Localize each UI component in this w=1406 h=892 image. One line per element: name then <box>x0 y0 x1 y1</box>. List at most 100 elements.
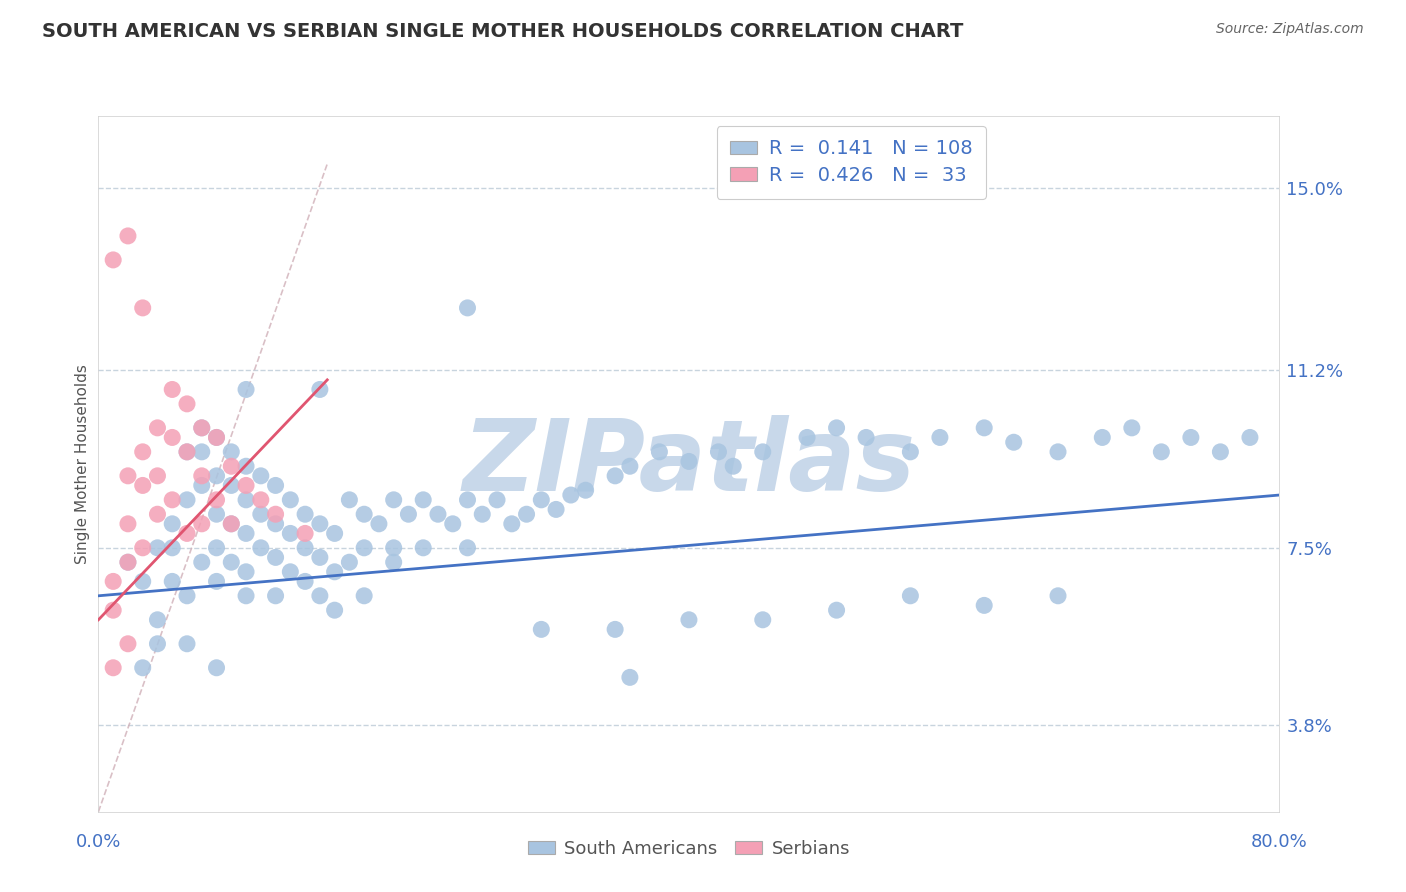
Point <box>264 507 287 521</box>
Point <box>176 397 198 411</box>
Point <box>648 445 671 459</box>
Point <box>796 430 818 444</box>
Point <box>162 492 183 507</box>
Point <box>486 492 509 507</box>
Point <box>146 613 169 627</box>
Point <box>973 421 995 435</box>
Point <box>264 589 287 603</box>
Point <box>368 516 391 531</box>
Point <box>205 661 228 675</box>
Point <box>530 623 553 637</box>
Point <box>235 459 257 474</box>
Point <box>412 492 434 507</box>
Point <box>219 459 242 474</box>
Point <box>751 445 773 459</box>
Point <box>1091 430 1114 444</box>
Point <box>219 516 242 531</box>
Point <box>132 541 155 555</box>
Point <box>176 445 198 459</box>
Point <box>250 468 273 483</box>
Point <box>132 301 155 315</box>
Legend: South Americans, Serbians: South Americans, Serbians <box>520 833 858 865</box>
Text: SOUTH AMERICAN VS SERBIAN SINGLE MOTHER HOUSEHOLDS CORRELATION CHART: SOUTH AMERICAN VS SERBIAN SINGLE MOTHER … <box>42 22 963 41</box>
Point <box>205 430 228 444</box>
Point <box>132 574 155 589</box>
Point <box>427 507 450 521</box>
Point <box>619 459 641 474</box>
Point <box>605 468 627 483</box>
Point <box>278 565 302 579</box>
Point <box>191 421 214 435</box>
Point <box>146 541 169 555</box>
Point <box>382 555 405 569</box>
Point <box>382 492 405 507</box>
Point <box>117 555 139 569</box>
Point <box>235 565 257 579</box>
Point <box>235 526 257 541</box>
Point <box>323 526 346 541</box>
Point <box>235 492 257 507</box>
Point <box>619 670 641 684</box>
Point <box>501 516 523 531</box>
Point <box>117 228 139 243</box>
Point <box>146 507 169 521</box>
Text: Source: ZipAtlas.com: Source: ZipAtlas.com <box>1216 22 1364 37</box>
Point <box>219 555 242 569</box>
Point <box>117 555 139 569</box>
Point <box>219 445 242 459</box>
Y-axis label: Single Mother Households: Single Mother Households <box>75 364 90 564</box>
Point <box>605 623 627 637</box>
Point <box>456 492 478 507</box>
Point <box>205 507 228 521</box>
Point <box>205 492 228 507</box>
Point <box>456 541 478 555</box>
Point <box>928 430 950 444</box>
Point <box>191 421 214 435</box>
Text: 80.0%: 80.0% <box>1251 832 1308 851</box>
Point <box>353 589 375 603</box>
Point <box>162 516 183 531</box>
Point <box>191 468 214 483</box>
Point <box>294 526 316 541</box>
Point <box>250 507 273 521</box>
Point <box>382 541 405 555</box>
Point <box>973 599 995 613</box>
Point <box>723 459 745 474</box>
Point <box>678 613 700 627</box>
Point <box>117 468 139 483</box>
Point <box>162 430 183 444</box>
Text: 0.0%: 0.0% <box>76 832 121 851</box>
Point <box>751 613 773 627</box>
Point <box>560 488 582 502</box>
Point <box>176 445 198 459</box>
Point <box>235 478 257 492</box>
Point <box>132 478 155 492</box>
Point <box>146 421 169 435</box>
Point <box>278 492 302 507</box>
Point <box>191 516 214 531</box>
Point <box>103 661 125 675</box>
Point <box>1180 430 1202 444</box>
Point <box>132 445 155 459</box>
Point <box>441 516 464 531</box>
Point <box>205 574 228 589</box>
Point <box>278 526 302 541</box>
Point <box>900 445 922 459</box>
Point <box>323 565 346 579</box>
Point <box>235 383 257 397</box>
Point <box>191 478 214 492</box>
Point <box>219 478 242 492</box>
Point <box>162 541 183 555</box>
Point <box>294 541 316 555</box>
Point <box>205 541 228 555</box>
Text: ZIPatlas: ZIPatlas <box>463 416 915 512</box>
Point <box>146 468 169 483</box>
Point <box>294 574 316 589</box>
Point <box>146 637 169 651</box>
Point <box>176 589 198 603</box>
Point <box>353 541 375 555</box>
Point <box>855 430 877 444</box>
Point <box>162 574 183 589</box>
Point <box>515 507 537 521</box>
Point <box>1121 421 1143 435</box>
